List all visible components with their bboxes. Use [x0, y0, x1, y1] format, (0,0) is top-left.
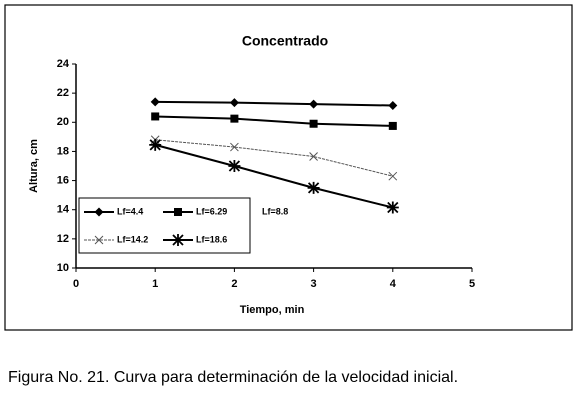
x-tick-label: 4: [390, 278, 397, 290]
y-tick-label: 22: [57, 87, 69, 99]
marker: [229, 98, 239, 108]
y-tick-label: 24: [57, 58, 70, 70]
series-line: [155, 115, 393, 127]
marker: [386, 201, 399, 214]
legend-box: [78, 197, 251, 254]
chart-frame: [4, 4, 573, 331]
y-tick-label: 16: [57, 174, 69, 186]
legend-marker: [174, 208, 182, 216]
marker: [230, 142, 239, 152]
marker: [150, 97, 160, 107]
marker: [228, 160, 241, 172]
marker: [151, 112, 160, 121]
legend-label: Lf=6.29: [196, 206, 227, 216]
x-tick-label: 2: [231, 278, 237, 290]
marker: [230, 114, 239, 123]
marker: [149, 138, 162, 151]
legend-label: Lf=8.8: [262, 206, 288, 216]
figure-caption: Figura No. 21. Curva para determinación …: [8, 369, 458, 386]
legend-label: Lf=14.2: [117, 234, 148, 244]
x-tick-label: 3: [311, 278, 317, 290]
y-tick-label: 12: [57, 233, 69, 245]
y-axis-label: Altura, cm: [28, 139, 40, 193]
legend-marker: [172, 234, 184, 246]
y-tick-label: 14: [57, 204, 70, 216]
y-tick-label: 18: [57, 145, 69, 157]
legend-label: Lf=4.4: [117, 206, 143, 216]
chart-title: Concentrado: [242, 33, 328, 49]
marker: [309, 119, 318, 128]
marker: [388, 121, 397, 130]
marker: [309, 99, 319, 109]
marker: [388, 171, 398, 181]
y-tick-label: 10: [57, 262, 69, 274]
series-line: [154, 143, 394, 209]
series-line: [155, 139, 393, 177]
x-tick-label: 1: [152, 278, 158, 290]
legend-marker: [94, 207, 104, 217]
series-line: [155, 100, 393, 107]
x-tick-label: 5: [469, 278, 475, 290]
legend-marker: [94, 235, 104, 245]
y-tick-label: 20: [57, 116, 69, 128]
marker: [309, 152, 318, 161]
legend-label: Lf=18.6: [196, 234, 227, 244]
marker: [388, 101, 398, 111]
x-axis-label: Tiempo, min: [240, 304, 305, 316]
x-tick-label: 0: [73, 278, 79, 290]
marker: [307, 181, 320, 194]
